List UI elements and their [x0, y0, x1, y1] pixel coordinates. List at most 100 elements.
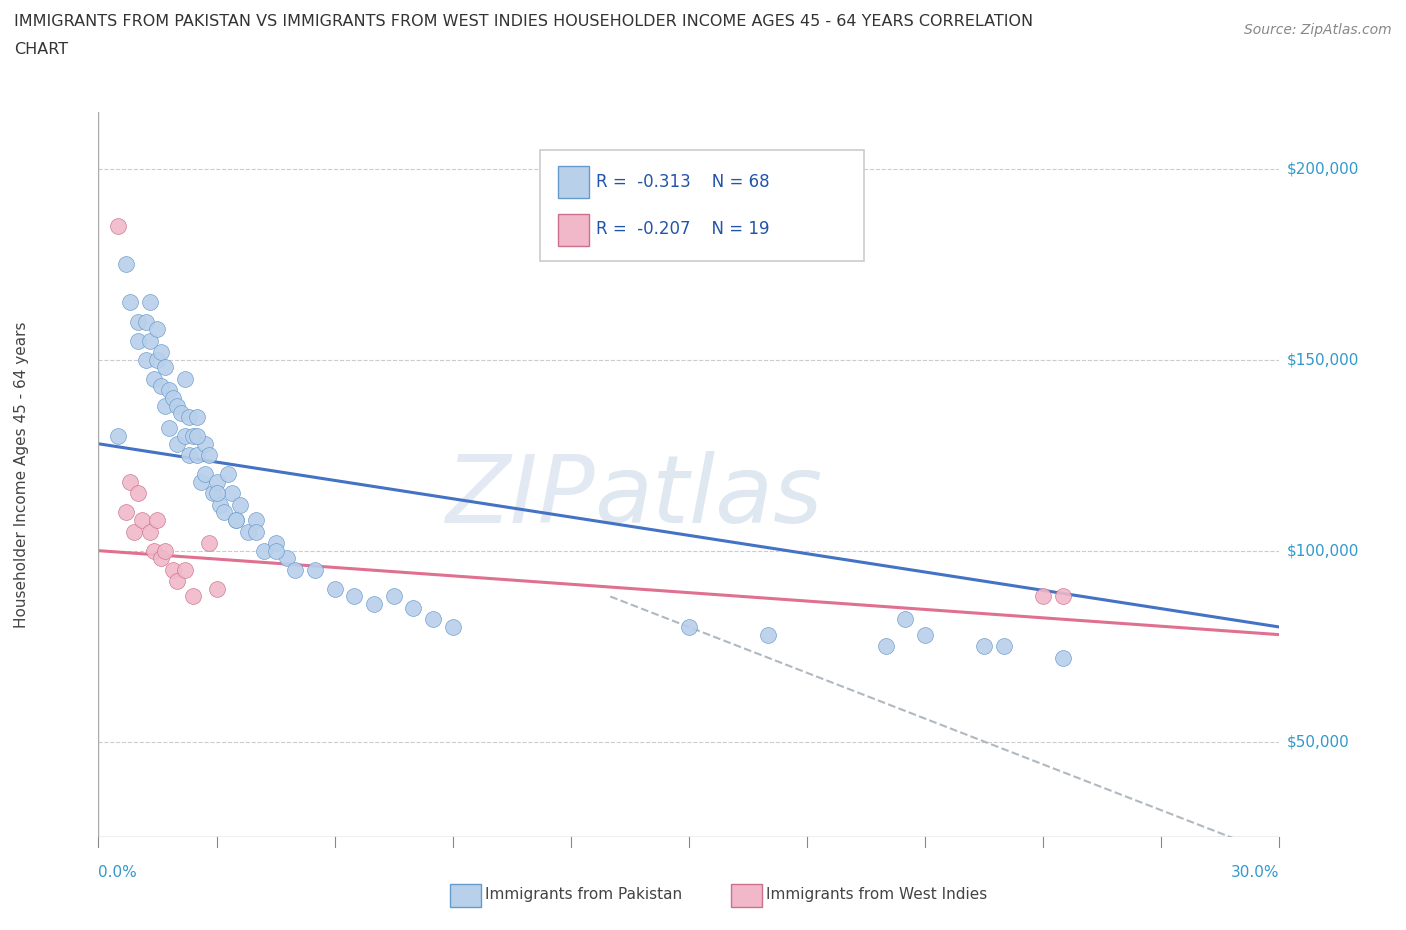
Point [276, 551, 298, 565]
Point [155, 360, 177, 375]
Text: R =  -0.207    N = 19: R = -0.207 N = 19 [596, 220, 770, 238]
Point [221, 486, 243, 501]
Point [678, 619, 700, 634]
Point [236, 525, 259, 539]
Point [190, 474, 212, 489]
Point [209, 498, 232, 512]
Point [115, 505, 138, 520]
Point [197, 536, 219, 551]
Point [150, 345, 173, 360]
Point [194, 467, 217, 482]
Point [138, 333, 160, 348]
Text: Immigrants from West Indies: Immigrants from West Indies [766, 887, 987, 902]
Point [107, 429, 129, 444]
Point [127, 314, 149, 329]
Point [229, 498, 252, 512]
Point [162, 391, 184, 405]
Point [146, 352, 169, 367]
Point [363, 597, 385, 612]
Point [1032, 589, 1054, 604]
Point [973, 639, 995, 654]
Point [177, 409, 200, 424]
Point [181, 589, 204, 604]
Point [422, 612, 444, 627]
Point [914, 627, 936, 642]
Text: Householder Income Ages 45 - 64 years: Householder Income Ages 45 - 64 years [14, 321, 28, 628]
Point [150, 551, 173, 565]
Point [194, 436, 217, 451]
Point [118, 474, 141, 489]
Point [174, 429, 197, 444]
Point [894, 612, 917, 627]
Point [225, 512, 247, 527]
Point [135, 314, 157, 329]
Point [186, 447, 208, 462]
Point [264, 543, 287, 558]
Point [245, 512, 267, 527]
Point [131, 512, 153, 527]
Point [122, 525, 145, 539]
Point [343, 589, 366, 604]
Point [217, 467, 239, 482]
Point [162, 563, 184, 578]
Point [253, 543, 276, 558]
Point [157, 421, 180, 436]
Point [382, 589, 405, 604]
Text: 0.0%: 0.0% [98, 865, 138, 880]
Point [756, 627, 779, 642]
Text: CHART: CHART [14, 42, 67, 57]
Point [205, 474, 228, 489]
Text: atlas: atlas [595, 450, 823, 541]
Point [402, 601, 425, 616]
Text: $100,000: $100,000 [1286, 543, 1358, 558]
Point [214, 505, 236, 520]
Point [166, 398, 188, 413]
Point [201, 486, 224, 501]
Point [135, 352, 157, 367]
Point [174, 371, 197, 386]
Point [245, 525, 267, 539]
Point [142, 543, 165, 558]
Point [138, 295, 160, 310]
Point [155, 543, 177, 558]
Point [993, 639, 1015, 654]
Point [107, 219, 129, 233]
Text: Source: ZipAtlas.com: Source: ZipAtlas.com [1244, 23, 1392, 37]
Point [142, 371, 165, 386]
Point [186, 409, 208, 424]
Text: $150,000: $150,000 [1286, 352, 1358, 367]
Point [1052, 589, 1074, 604]
Text: Immigrants from Pakistan: Immigrants from Pakistan [485, 887, 682, 902]
Point [177, 447, 200, 462]
Point [323, 581, 346, 596]
Point [1052, 650, 1074, 665]
Point [146, 322, 169, 337]
Point [304, 563, 326, 578]
Point [155, 398, 177, 413]
Point [197, 447, 219, 462]
Text: ZIP: ZIP [444, 450, 595, 541]
Point [875, 639, 897, 654]
Text: $50,000: $50,000 [1286, 734, 1350, 749]
Point [166, 436, 188, 451]
Point [115, 257, 138, 272]
Text: $200,000: $200,000 [1286, 162, 1358, 177]
Point [127, 486, 149, 501]
Point [127, 333, 149, 348]
Text: IMMIGRANTS FROM PAKISTAN VS IMMIGRANTS FROM WEST INDIES HOUSEHOLDER INCOME AGES : IMMIGRANTS FROM PAKISTAN VS IMMIGRANTS F… [14, 14, 1033, 29]
Point [138, 525, 160, 539]
Point [174, 563, 197, 578]
Point [157, 383, 180, 398]
Point [150, 379, 173, 394]
Point [284, 563, 307, 578]
Point [264, 536, 287, 551]
Point [205, 581, 228, 596]
Point [166, 574, 188, 589]
Point [186, 429, 208, 444]
Point [170, 405, 193, 420]
Point [146, 512, 169, 527]
Point [225, 512, 247, 527]
Text: R =  -0.313    N = 68: R = -0.313 N = 68 [596, 173, 770, 191]
Point [118, 295, 141, 310]
Point [205, 486, 228, 501]
